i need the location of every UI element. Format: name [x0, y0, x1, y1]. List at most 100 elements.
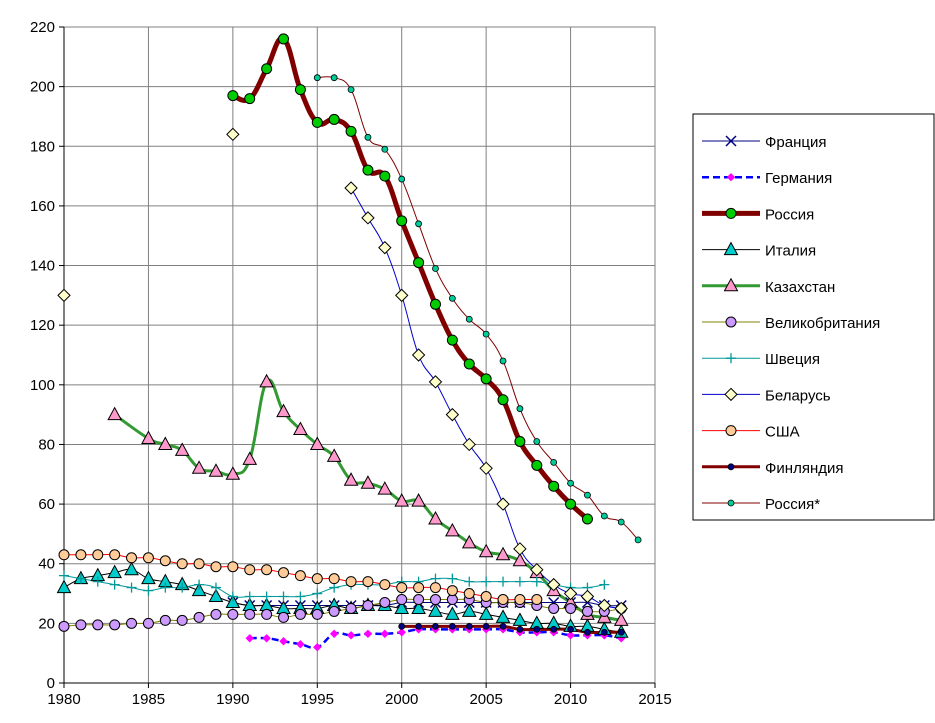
series-1-point: [296, 640, 305, 649]
series-10-point: [516, 405, 524, 413]
series-9-point: [448, 622, 456, 630]
x-tick-label: 1985: [132, 691, 165, 708]
series-5-point: [109, 619, 121, 631]
series-7-point: [563, 586, 578, 601]
series-10-point: [600, 512, 608, 520]
series-3-point: [478, 606, 494, 620]
series-4-point: [259, 373, 274, 388]
series-6-point: [109, 579, 120, 590]
series-6-point: [59, 570, 69, 581]
series-7-point: [395, 288, 409, 303]
series-10-point: [448, 294, 456, 302]
series-3-point: [208, 588, 224, 603]
series-10-point: [533, 438, 541, 445]
series-3-line: [63, 568, 622, 633]
series-9-point: [600, 628, 608, 636]
series-2-point: [379, 170, 391, 182]
series-7-point: [580, 589, 595, 604]
series-2-point: [345, 125, 357, 137]
x-tick-label: 1990: [216, 691, 249, 708]
series-2-point: [227, 90, 239, 102]
series-2-point: [531, 459, 543, 471]
y-tick-label: 0: [47, 675, 55, 692]
series-5-point: [244, 608, 256, 620]
y-tick-label: 160: [30, 198, 55, 215]
series-6-point: [329, 582, 340, 593]
series-2-point: [396, 215, 408, 227]
series-8-point: [413, 582, 425, 594]
series-8-point: [345, 576, 357, 588]
series-8-point: [109, 549, 121, 561]
series-6-point: [261, 591, 272, 602]
series-3-point: [461, 603, 477, 617]
series-4-point: [309, 436, 325, 450]
series-5-point: [159, 614, 171, 626]
y-tick-label: 120: [30, 317, 55, 334]
series-4-point: [141, 430, 156, 444]
series-10-point: [550, 458, 558, 466]
series-8-point: [92, 549, 104, 561]
series-8-point: [75, 549, 87, 561]
legend-swatch-marker: [723, 241, 739, 256]
series-6-point: [447, 573, 458, 584]
series-8-point: [328, 573, 340, 585]
series-2-point: [328, 113, 340, 125]
series-4-point: [461, 534, 477, 549]
series-5-point: [429, 594, 441, 606]
series-6-point: [430, 573, 441, 584]
series-4-point: [174, 442, 190, 456]
y-tick-label: 60: [38, 496, 55, 513]
series-2-point: [244, 93, 256, 105]
series-2-point: [480, 373, 492, 385]
series-8-point: [514, 594, 526, 606]
series-7-point: [462, 437, 476, 452]
series-8-point: [429, 582, 441, 594]
legend-swatch-marker: [725, 316, 737, 328]
series-8-point: [261, 564, 273, 576]
series-4-point: [495, 546, 511, 561]
series-5-point: [328, 605, 340, 617]
y-tick-label: 200: [30, 79, 55, 96]
series-10-point: [432, 265, 439, 272]
series-5-point: [345, 602, 357, 614]
series-1-point: [279, 637, 288, 646]
series-6-point: [227, 591, 238, 602]
series-7-point: [614, 601, 628, 616]
legend-label: Россия: [765, 206, 814, 223]
series-2-point: [261, 63, 273, 75]
legend-label: Италия: [765, 243, 816, 260]
series-10-point: [584, 491, 591, 499]
series-5-point: [176, 614, 188, 626]
y-tick-label: 80: [38, 436, 55, 453]
series-10-point: [313, 74, 321, 82]
series-7-point: [479, 461, 493, 476]
legend-label: Великобритания: [765, 315, 880, 332]
legend-swatch-marker: [727, 499, 735, 507]
y-tick-label: 20: [38, 615, 55, 632]
series-5-point: [581, 605, 593, 617]
series-2-point: [581, 513, 593, 525]
series-10-point: [617, 518, 625, 526]
series-10-point: [364, 133, 372, 141]
series-9-point: [533, 625, 541, 633]
series-2-point: [514, 435, 526, 447]
y-tick-label: 180: [30, 138, 55, 155]
series-3-point: [56, 579, 72, 594]
series-4-point: [613, 612, 629, 626]
series-6-point: [160, 582, 171, 593]
series-6-point: [278, 591, 289, 602]
series-2-point: [294, 84, 306, 96]
series-8-point: [294, 570, 306, 582]
series-5-point: [210, 608, 222, 620]
series-1-point: [346, 631, 356, 640]
series-7-point: [344, 181, 358, 195]
legend-swatch-marker: [725, 207, 737, 219]
series-5-point: [379, 596, 391, 608]
x-tick-label: 2010: [554, 691, 587, 708]
series-6-point: [481, 576, 492, 587]
isolated-point: [57, 288, 71, 303]
series-8-point: [142, 552, 154, 564]
series-2-point: [362, 164, 374, 176]
legend-swatch-marker: [726, 353, 736, 364]
series-8-point: [58, 549, 70, 561]
